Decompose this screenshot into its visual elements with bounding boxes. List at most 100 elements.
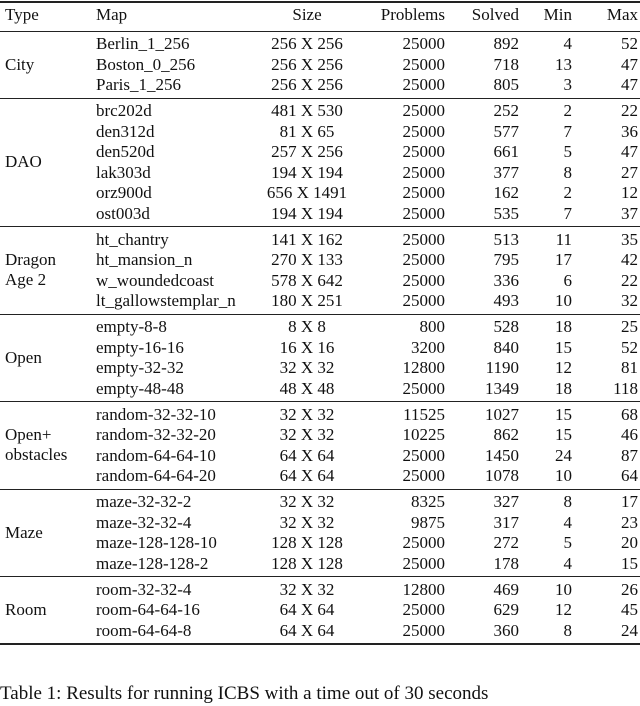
cell-max: 22 — [621, 101, 638, 120]
cell-min: 10 — [555, 579, 572, 599]
group-separator — [0, 488, 640, 490]
cell-size: 32 X 32 — [279, 512, 335, 532]
cell-problems: 25000 — [402, 75, 446, 94]
cell-solved: 493 — [493, 291, 520, 310]
cell-map: maze-32-32-2 — [96, 492, 192, 511]
cell-problems: 25000 — [402, 229, 446, 249]
cell-size: 64 X 64 — [279, 600, 335, 619]
cell-problems: 25000 — [402, 34, 446, 53]
cell-size: 256 X 256 — [271, 34, 343, 53]
cell-max: 24 — [621, 620, 638, 640]
cell-min: 5 — [563, 533, 573, 552]
cell-max: 27 — [621, 162, 638, 182]
cell-min: 13 — [555, 54, 572, 74]
cell-map: ht_chantry — [96, 229, 169, 249]
cell-solved: 629 — [493, 600, 520, 619]
group-separator — [0, 401, 640, 403]
cell-max: 12 — [621, 183, 638, 202]
cell-max: 36 — [621, 121, 638, 141]
cell-problems: 9875 — [411, 512, 445, 532]
cell-problems: 8325 — [411, 492, 445, 511]
group-type-label: Age 2 — [5, 270, 47, 290]
cell-problems: 800 — [419, 317, 446, 336]
cell-solved: 577 — [493, 121, 520, 141]
cell-solved: 862 — [493, 425, 520, 444]
cell-size: 270 X 133 — [271, 250, 343, 269]
cell-size: 81 X 65 — [279, 121, 335, 141]
group-type-label: Open — [5, 347, 42, 367]
cell-solved: 252 — [493, 101, 520, 120]
cell-min: 3 — [563, 75, 573, 94]
cell-solved: 718 — [493, 54, 520, 74]
cell-max: 52 — [621, 337, 638, 357]
group-separator — [0, 313, 640, 315]
cell-map: lak303d — [96, 162, 151, 182]
cell-solved: 360 — [493, 620, 520, 640]
bottom-rule — [0, 642, 640, 645]
cell-min: 15 — [555, 404, 572, 424]
cell-min: 15 — [555, 337, 572, 357]
cell-solved: 377 — [493, 162, 520, 182]
cell-size: 256 X 256 — [271, 54, 343, 74]
top-rule — [0, 1, 640, 3]
cell-problems: 25000 — [402, 291, 446, 310]
group-type-label: City — [5, 54, 35, 74]
cell-map: den312d — [96, 121, 155, 141]
cell-map: lt_gallowstemplar_n — [96, 291, 236, 310]
cell-min: 7 — [563, 203, 573, 223]
cell-max: 37 — [621, 203, 638, 223]
cell-problems: 25000 — [402, 600, 446, 619]
cell-size: 256 X 256 — [271, 75, 343, 94]
cell-size: 32 X 32 — [279, 492, 335, 511]
cell-map: random-32-32-10 — [96, 404, 216, 424]
cell-map: random-64-64-10 — [96, 445, 216, 465]
cell-size: 32 X 32 — [279, 425, 335, 444]
cell-min: 4 — [563, 553, 573, 573]
cell-problems: 25000 — [402, 620, 446, 640]
group-type-label: DAO — [5, 152, 42, 172]
cell-min: 10 — [555, 466, 572, 485]
cell-problems: 12800 — [402, 358, 446, 377]
cell-map: brc202d — [96, 101, 152, 120]
cell-min: 11 — [555, 229, 572, 249]
cell-solved: 1027 — [485, 404, 519, 424]
header-max: Max — [606, 5, 638, 24]
cell-problems: 25000 — [402, 553, 446, 573]
cell-problems: 25000 — [402, 162, 446, 182]
cell-max: 17 — [621, 492, 638, 511]
cell-max: 20 — [621, 533, 638, 552]
cell-min: 18 — [555, 317, 572, 336]
cell-map: maze-128-128-2 — [96, 553, 209, 573]
cell-map: empty-16-16 — [96, 337, 184, 357]
header-min: Min — [543, 5, 572, 24]
cell-problems: 3200 — [411, 337, 445, 357]
cell-max: 32 — [621, 291, 638, 310]
cell-max: 64 — [621, 466, 638, 485]
cell-min: 17 — [555, 250, 572, 269]
table-caption: Table 1: Results for running ICBS with a… — [0, 683, 489, 704]
group-type-label: Open+ — [5, 425, 52, 445]
header-type: Type — [5, 5, 39, 24]
cell-size: 481 X 530 — [271, 101, 343, 120]
cell-map: ost003d — [96, 203, 150, 223]
cell-problems: 25000 — [402, 101, 446, 120]
cell-solved: 513 — [493, 229, 520, 249]
cell-size: 141 X 162 — [271, 229, 343, 249]
cell-map: empty-48-48 — [96, 378, 184, 398]
cell-solved: 892 — [493, 34, 520, 53]
cell-problems: 25000 — [402, 533, 446, 552]
cell-min: 8 — [563, 620, 573, 640]
cell-size: 64 X 64 — [279, 466, 335, 485]
cell-max: 87 — [621, 445, 638, 465]
cell-size: 128 X 128 — [271, 533, 343, 552]
cell-size: 656 X 1491 — [266, 183, 348, 202]
cell-map: empty-32-32 — [96, 358, 184, 377]
cell-map: Berlin_1_256 — [96, 34, 190, 53]
cell-size: 578 X 642 — [271, 270, 343, 290]
cell-problems: 11525 — [403, 404, 445, 424]
cell-max: 47 — [621, 54, 638, 74]
group-separator — [0, 226, 640, 228]
cell-min: 8 — [563, 492, 573, 511]
cell-problems: 25000 — [402, 54, 446, 74]
cell-size: 32 X 32 — [279, 579, 335, 599]
